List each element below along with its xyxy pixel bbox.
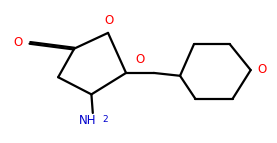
- Text: O: O: [258, 63, 267, 76]
- Text: 2: 2: [102, 115, 108, 124]
- Text: O: O: [14, 36, 23, 49]
- Text: O: O: [135, 53, 145, 66]
- Text: NH: NH: [78, 114, 96, 127]
- Text: O: O: [105, 14, 114, 27]
